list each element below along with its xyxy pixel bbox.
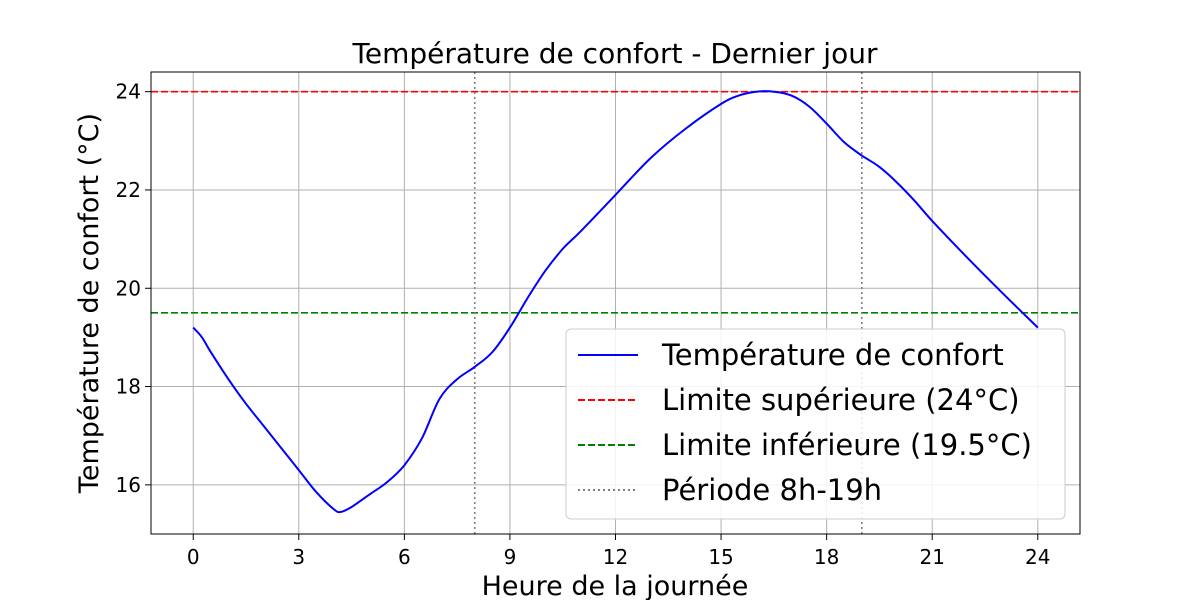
x-tick-label: 9 — [504, 545, 517, 569]
temperature-line — [192, 90, 1039, 514]
legend-box — [565, 328, 1066, 520]
legend-label: Limite inférieure (19.5°C) — [662, 428, 1032, 462]
legend-label: Période 8h-19h — [662, 473, 882, 507]
x-tick-label: 0 — [187, 545, 200, 569]
chart-title: Température de confort - Dernier jour — [352, 37, 878, 70]
ticks: 0 3 6 9 12 15 18 21 24 16 18 20 22 24 — [116, 80, 1051, 569]
y-axis-title: Température de confort (°C) — [74, 113, 105, 494]
x-tick-label: 3 — [292, 545, 305, 569]
x-axis-title: Heure de la journée — [482, 571, 749, 600]
x-tick-label: 15 — [708, 545, 733, 569]
y-tick-label: 16 — [116, 473, 141, 497]
legend-label: Température de confort — [661, 338, 1004, 372]
y-tick-label: 24 — [116, 80, 141, 104]
legend: Température de confort Limite supérieure … — [565, 328, 1066, 520]
y-tick-label: 22 — [116, 178, 141, 202]
y-tick-label: 20 — [116, 276, 141, 300]
x-tick-label: 6 — [398, 545, 411, 569]
y-tick-label: 18 — [116, 375, 141, 399]
legend-label: Limite supérieure (24°C) — [662, 383, 1020, 417]
x-tick-label: 21 — [919, 545, 944, 569]
data-lines — [192, 90, 1039, 514]
x-tick-label: 12 — [603, 545, 628, 569]
x-tick-label: 24 — [1025, 545, 1050, 569]
x-tick-label: 18 — [814, 545, 839, 569]
